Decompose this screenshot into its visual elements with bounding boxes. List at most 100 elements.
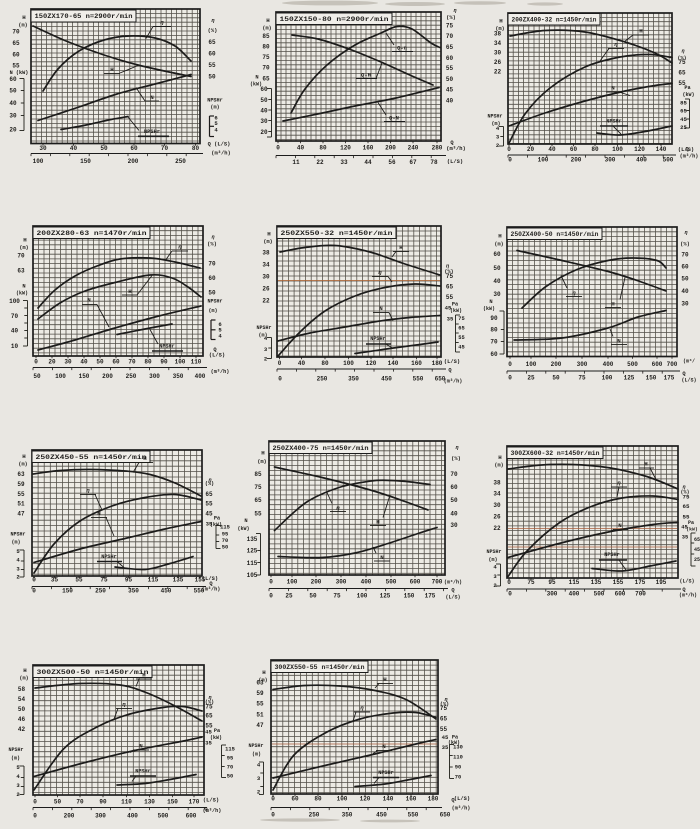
svg-text:25: 25 bbox=[527, 375, 535, 382]
svg-text:51: 51 bbox=[17, 501, 25, 508]
svg-text:η: η bbox=[453, 8, 456, 14]
svg-text:60: 60 bbox=[493, 251, 501, 258]
svg-text:η: η bbox=[446, 264, 449, 270]
svg-text:30: 30 bbox=[494, 50, 502, 57]
svg-text:65: 65 bbox=[680, 108, 687, 115]
svg-text:700: 700 bbox=[667, 361, 678, 368]
svg-text:35: 35 bbox=[447, 316, 454, 323]
svg-text:100: 100 bbox=[538, 157, 549, 164]
svg-text:120: 120 bbox=[366, 360, 377, 367]
svg-text:38: 38 bbox=[262, 250, 270, 257]
svg-text:NPSHr: NPSHr bbox=[10, 532, 25, 538]
svg-text:η: η bbox=[86, 487, 90, 494]
svg-text:55: 55 bbox=[75, 577, 83, 584]
svg-text:N: N bbox=[139, 743, 143, 750]
svg-text:58: 58 bbox=[18, 686, 26, 693]
svg-text:N: N bbox=[244, 518, 247, 524]
svg-text:59: 59 bbox=[256, 690, 264, 697]
svg-text:N: N bbox=[97, 510, 101, 517]
svg-text:120: 120 bbox=[634, 146, 645, 153]
svg-text:80: 80 bbox=[144, 359, 152, 366]
svg-text:500: 500 bbox=[158, 813, 169, 820]
svg-text:(%): (%) bbox=[205, 481, 214, 487]
svg-text:60: 60 bbox=[490, 351, 498, 358]
svg-text:125: 125 bbox=[380, 593, 391, 600]
svg-text:300: 300 bbox=[547, 591, 558, 598]
svg-text:(m³/h): (m³/h) bbox=[444, 379, 463, 385]
svg-text:100: 100 bbox=[175, 359, 186, 366]
svg-text:H: H bbox=[639, 28, 643, 35]
svg-text:120: 120 bbox=[340, 145, 351, 152]
svg-text:5: 5 bbox=[16, 764, 20, 771]
svg-text:40: 40 bbox=[446, 98, 454, 105]
svg-text:NPSHr: NPSHr bbox=[101, 554, 117, 560]
svg-text:75: 75 bbox=[333, 593, 341, 600]
svg-text:70: 70 bbox=[12, 29, 20, 36]
svg-text:45: 45 bbox=[458, 345, 464, 351]
svg-text:450: 450 bbox=[161, 588, 172, 595]
svg-text:100: 100 bbox=[55, 373, 66, 380]
svg-text:(m): (m) bbox=[19, 245, 28, 251]
svg-text:35: 35 bbox=[682, 535, 688, 541]
svg-text:0: 0 bbox=[271, 796, 275, 803]
svg-text:135: 135 bbox=[247, 536, 258, 543]
svg-text:35: 35 bbox=[205, 740, 212, 747]
svg-text:20: 20 bbox=[527, 146, 535, 153]
svg-text:(m): (m) bbox=[491, 121, 500, 127]
svg-text:140: 140 bbox=[656, 146, 667, 153]
svg-text:110: 110 bbox=[121, 799, 132, 806]
svg-text:155: 155 bbox=[613, 579, 624, 586]
svg-text:(%): (%) bbox=[205, 700, 214, 706]
svg-text:70: 70 bbox=[161, 145, 169, 152]
svg-text:H: H bbox=[128, 288, 132, 295]
svg-text:26: 26 bbox=[494, 59, 502, 66]
svg-text:80: 80 bbox=[591, 146, 599, 153]
svg-text:500: 500 bbox=[386, 579, 397, 586]
svg-text:0: 0 bbox=[33, 799, 37, 806]
svg-text:η: η bbox=[208, 478, 211, 484]
svg-text:60: 60 bbox=[208, 51, 216, 58]
svg-text:80: 80 bbox=[192, 145, 200, 152]
svg-text:75: 75 bbox=[440, 705, 448, 712]
svg-text:4: 4 bbox=[264, 335, 268, 342]
svg-text:22: 22 bbox=[316, 159, 324, 166]
svg-text:51: 51 bbox=[256, 712, 264, 719]
svg-text:100: 100 bbox=[33, 158, 44, 165]
svg-text:105: 105 bbox=[247, 572, 258, 579]
svg-text:50: 50 bbox=[450, 497, 458, 504]
svg-text:H: H bbox=[383, 676, 387, 683]
svg-text:95: 95 bbox=[125, 577, 133, 584]
svg-text:60: 60 bbox=[570, 146, 578, 153]
svg-text:Q: Q bbox=[209, 581, 213, 587]
svg-text:400: 400 bbox=[361, 579, 372, 586]
svg-text:NPSHr: NPSHr bbox=[144, 129, 160, 135]
svg-text:35: 35 bbox=[206, 521, 213, 528]
svg-text:200: 200 bbox=[551, 361, 562, 368]
svg-text:40: 40 bbox=[11, 328, 19, 335]
svg-text:N: N bbox=[611, 85, 615, 92]
svg-text:Pa: Pa bbox=[214, 728, 220, 734]
svg-text:Q: Q bbox=[450, 140, 454, 146]
svg-text:75: 75 bbox=[683, 494, 690, 501]
svg-text:85: 85 bbox=[262, 33, 270, 40]
svg-text:η: η bbox=[572, 290, 576, 297]
svg-text:200: 200 bbox=[311, 579, 322, 586]
svg-text:30: 30 bbox=[681, 301, 689, 308]
svg-text:(m): (m) bbox=[257, 459, 266, 465]
svg-text:30: 30 bbox=[493, 502, 501, 509]
svg-text:(m): (m) bbox=[18, 462, 27, 468]
svg-text:(%): (%) bbox=[677, 56, 686, 62]
svg-text:90: 90 bbox=[455, 765, 461, 771]
svg-text:600: 600 bbox=[652, 361, 663, 368]
svg-text:55: 55 bbox=[440, 726, 448, 733]
svg-text:20: 20 bbox=[9, 127, 17, 134]
svg-text:Q: Q bbox=[204, 807, 208, 813]
svg-text:η: η bbox=[360, 705, 364, 712]
svg-text:40: 40 bbox=[260, 108, 268, 115]
svg-text:80: 80 bbox=[490, 327, 498, 334]
svg-text:65: 65 bbox=[205, 491, 213, 498]
svg-text:60: 60 bbox=[12, 52, 20, 59]
svg-text:22: 22 bbox=[262, 298, 270, 305]
svg-text:N: N bbox=[255, 75, 258, 81]
svg-text:25: 25 bbox=[694, 557, 700, 563]
